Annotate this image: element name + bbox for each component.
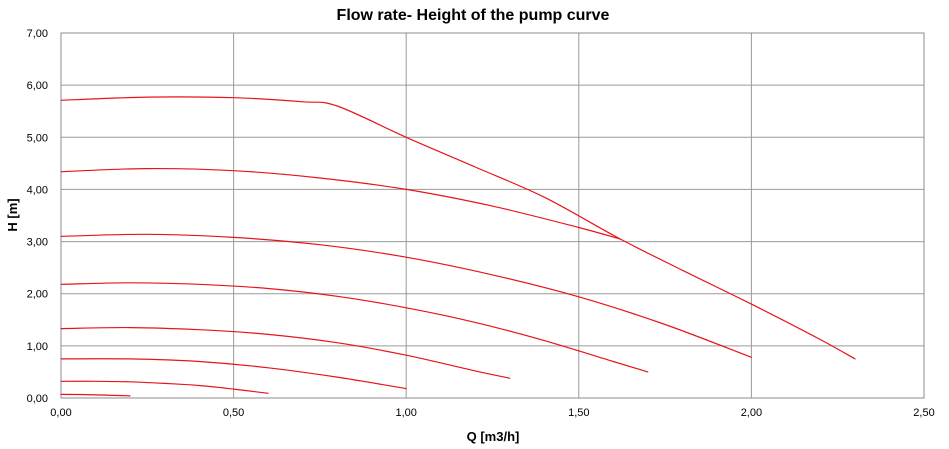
y-tick-label: 6,00 — [27, 80, 48, 92]
x-tick-label: 0,50 — [223, 407, 244, 419]
pump-curve-line — [60, 380, 269, 394]
x-tick-label: 1,00 — [395, 407, 416, 419]
pump-curve-line — [60, 393, 131, 397]
y-tick-label: 5,00 — [27, 132, 48, 144]
y-tick-label: 7,00 — [27, 28, 48, 40]
pump-curve-line — [60, 96, 856, 360]
pump-curve-line — [60, 282, 649, 373]
y-axis-label: H [m] — [5, 198, 20, 231]
y-tick-label: 3,00 — [27, 237, 48, 249]
x-tick-label: 2,00 — [741, 407, 762, 419]
pump-curve-line — [60, 326, 511, 379]
y-tick-label: 0,00 — [27, 393, 48, 405]
pump-curve-line — [60, 358, 407, 390]
x-tick-label: 2,50 — [913, 407, 934, 419]
y-tick-label: 1,00 — [27, 341, 48, 353]
x-tick-label: 0,00 — [50, 407, 71, 419]
tick-labels: 0,00 0,50 1,00 1,50 2,00 2,50 0,00 1,00 2,00 3,00… — [27, 28, 935, 419]
y-tick-label: 2,00 — [27, 289, 48, 301]
plot-area-frame — [60, 32, 925, 399]
y-tick-label: 4,00 — [27, 184, 48, 196]
x-axis-label: Q [m3/h] — [467, 429, 520, 444]
chart-title: Flow rate- Height of the pump curve — [337, 7, 610, 24]
pump-curve-line — [60, 167, 621, 240]
grid — [60, 32, 925, 399]
series-group — [60, 96, 856, 397]
pump-curve-line — [60, 233, 752, 358]
x-tick-label: 1,50 — [568, 407, 589, 419]
